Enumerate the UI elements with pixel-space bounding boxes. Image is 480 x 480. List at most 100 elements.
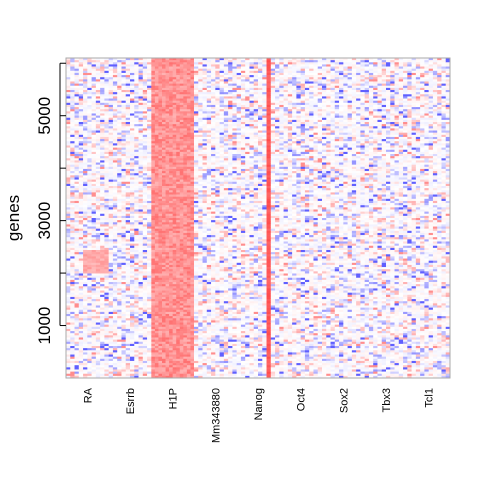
heatmap-cell [147,228,152,232]
heatmap-cell [112,245,118,249]
heatmap-cell [112,77,118,80]
heatmap-cell [198,66,203,69]
heatmap-cell [186,356,191,360]
heatmap-cell [87,149,92,153]
heatmap-cell [74,126,80,129]
heatmap-cell [154,282,159,285]
heatmap-cell [158,209,163,212]
heatmap-cell [112,232,118,236]
heatmap-cell [83,85,88,89]
heatmap-cell [91,58,97,61]
heatmap-cell [134,168,139,172]
heatmap-cell [108,98,114,101]
heatmap-cell [91,102,97,106]
heatmap-cell [194,192,199,195]
heatmap-cell [172,316,177,319]
heatmap-cell [151,269,156,272]
heatmap-cell [78,365,84,368]
heatmap-cell [162,226,166,229]
heatmap-cell [147,264,152,268]
heatmap-cell [130,66,135,69]
heatmap-cell [190,305,195,308]
heatmap-cell [74,66,80,69]
heatmap-cell [95,237,101,240]
heatmap-cell [172,175,177,178]
heatmap-cell [91,87,97,91]
heatmap-cell [165,326,170,330]
heatmap-cell [134,247,139,251]
heatmap-cell [95,72,101,76]
heatmap-cell [142,331,148,334]
heatmap-cell [190,239,195,242]
heatmap-cell [147,254,152,257]
heatmap-cell [104,175,109,178]
heatmap-cell [104,352,109,355]
heatmap-cell [134,117,139,121]
heatmap-cell [194,218,199,221]
heatmap-cell [104,324,109,328]
heatmap-cell [134,58,139,61]
heatmap-cell [176,156,181,159]
heatmap-cell [74,264,80,268]
heatmap-cell [100,87,105,91]
heatmap-cell [125,262,131,266]
heatmap-cell [179,369,184,372]
heatmap-cell [83,222,88,225]
heatmap-cell [117,267,122,270]
heatmap-cell [169,143,173,146]
heatmap-cell [172,111,177,114]
heatmap-cell [179,232,184,236]
heatmap-cell [134,70,139,74]
heatmap-cell [108,81,114,84]
heatmap-cell [112,145,118,148]
heatmap-cell [151,162,156,165]
heatmap-cell [165,371,170,375]
heatmap-cell [186,322,191,325]
heatmap-cell [104,245,109,249]
heatmap-cell [142,75,148,78]
heatmap-cell [66,113,71,116]
heatmap-cell [198,149,203,153]
heatmap-cell [165,354,170,357]
heatmap-cell [186,205,191,208]
heatmap-cell [83,237,88,240]
heatmap-cell [194,363,199,366]
heatmap-cell [176,348,181,351]
heatmap-cell [100,373,105,377]
heatmap-cell [95,122,101,125]
heatmap-cell [91,375,97,379]
heatmap-cell [142,124,148,127]
heatmap-cell [66,269,71,272]
heatmap-cell [176,322,181,325]
heatmap-cell [142,211,148,215]
heatmap-cell [66,119,71,123]
heatmap-cell [95,375,101,379]
heatmap-cell [176,162,181,165]
heatmap-cell [112,115,118,119]
heatmap-cell [186,198,191,202]
heatmap-cell [87,158,92,161]
heatmap-cell [138,115,144,119]
heatmap-cell [100,109,105,112]
heatmap-cell [91,92,97,95]
heatmap-cell [154,222,159,225]
heatmap-cell [91,360,97,364]
heatmap-cell [70,90,75,93]
heatmap-cell [176,318,181,321]
heatmap-cell [183,267,188,270]
heatmap-cell [147,164,152,168]
heatmap-cell [142,311,148,315]
heatmap-cell [190,352,195,355]
heatmap-cell [100,218,105,221]
heatmap-cell [176,286,181,289]
heatmap-cell [104,303,109,306]
heatmap-cell [154,136,159,140]
heatmap-cell [138,252,144,255]
heatmap-cell [130,311,135,315]
heatmap-cell [165,132,170,136]
heatmap-cell [83,250,88,253]
heatmap-cell [183,241,188,244]
heatmap-cell [117,213,122,217]
heatmap-cell [172,339,177,343]
heatmap-cell [78,279,84,283]
